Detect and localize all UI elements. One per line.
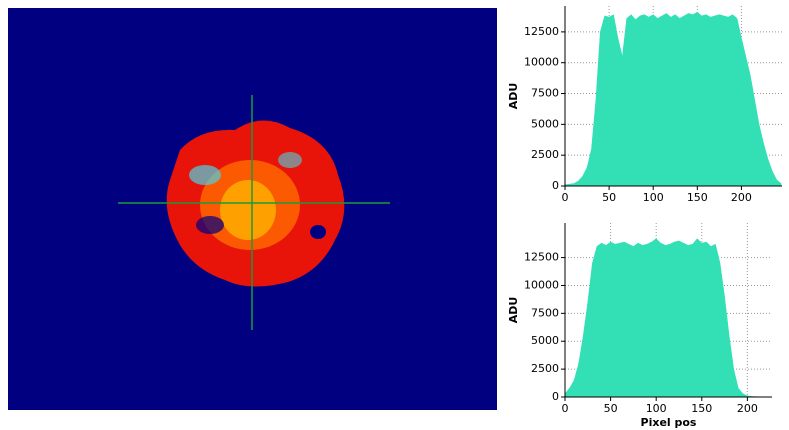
- y-tick-label: 12500: [524, 25, 559, 38]
- x-axis-title: Pixel pos: [641, 416, 697, 429]
- y-tick-label: 5000: [531, 334, 559, 347]
- x-tick-label: 0: [562, 191, 569, 204]
- beam-hot: [220, 180, 276, 240]
- y-tick-label: 0: [552, 390, 559, 403]
- x-tick-label: 200: [737, 402, 758, 415]
- y-tick-label: 0: [552, 179, 559, 192]
- x-tick-label: 200: [731, 191, 752, 204]
- beam-spot: [278, 152, 302, 168]
- y-tick-label: 10000: [524, 56, 559, 69]
- y-axis-title: ADU: [507, 297, 520, 324]
- x-tick-label: 100: [646, 402, 667, 415]
- x-tick-label: 150: [691, 402, 712, 415]
- x-tick-label: 0: [562, 402, 569, 415]
- profile-area: [564, 11, 782, 187]
- x-tick-label: 100: [643, 191, 664, 204]
- beam-image: [8, 8, 497, 410]
- x-tick-label: 50: [604, 402, 618, 415]
- y-tick-label: 2500: [531, 362, 559, 375]
- beam-spot: [189, 165, 221, 185]
- x-tick-label: 150: [687, 191, 708, 204]
- profile-area: [564, 238, 762, 398]
- y-tick-label: 2500: [531, 148, 559, 161]
- y-axis-title: ADU: [507, 83, 520, 110]
- beam-hole: [310, 225, 326, 239]
- beam-hole: [196, 216, 224, 234]
- y-tick-label: 7500: [531, 306, 559, 319]
- x-tick-label: 50: [602, 191, 616, 204]
- y-tick-label: 7500: [531, 87, 559, 100]
- y-tick-label: 5000: [531, 117, 559, 130]
- y-tick-label: 12500: [524, 251, 559, 264]
- y-tick-label: 10000: [524, 278, 559, 291]
